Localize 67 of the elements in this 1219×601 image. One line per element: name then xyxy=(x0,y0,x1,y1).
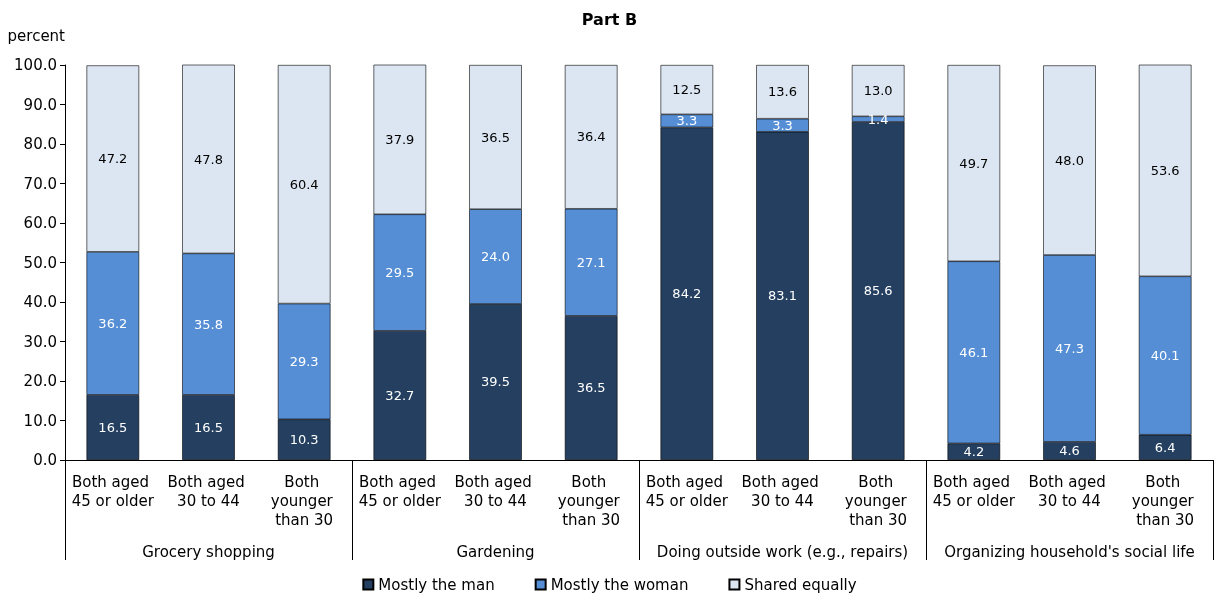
y-tick-label: 90.0 xyxy=(23,95,57,114)
legend-label: Mostly the man xyxy=(378,575,495,594)
data-label: 4.6 xyxy=(1059,443,1080,459)
x-tick-label: Both aged 30 to 44 xyxy=(454,472,537,510)
data-label: 16.5 xyxy=(98,419,128,435)
data-label: 12.5 xyxy=(672,82,702,98)
data-label: 3.3 xyxy=(772,117,793,133)
y-tick-label: 50.0 xyxy=(23,253,57,272)
text: Gardening xyxy=(456,542,535,561)
x-tick-label: Both younger than 30 xyxy=(1131,472,1199,529)
y-tick-label: 10.0 xyxy=(23,411,57,430)
data-label: 29.3 xyxy=(289,353,319,369)
data-label: 48.0 xyxy=(1055,152,1084,168)
y-tick-label: 30.0 xyxy=(23,332,57,351)
x-tick-label: Both aged 45 or older xyxy=(932,472,1016,510)
data-label: 36.4 xyxy=(576,129,606,145)
data-label: 39.5 xyxy=(481,374,510,390)
y-tick-label: 0.0 xyxy=(33,451,57,469)
data-label: 10.3 xyxy=(289,432,319,448)
data-label: 36.5 xyxy=(576,380,606,396)
data-label: 27.1 xyxy=(576,254,606,270)
data-label: 37.9 xyxy=(385,132,415,148)
legend-label: Mostly the woman xyxy=(550,575,689,594)
data-label: 36.2 xyxy=(98,315,128,331)
y-tick-label: 40.0 xyxy=(23,293,57,311)
y-tick-label: 100.0 xyxy=(14,56,57,74)
data-label: 3.3 xyxy=(676,113,698,129)
chart-title: Part B xyxy=(581,9,638,29)
data-label: 16.5 xyxy=(194,419,223,435)
y-tick-label: 70.0 xyxy=(23,174,57,193)
data-label: 36.5 xyxy=(481,129,510,145)
x-tick-label: Both aged 30 to 44 xyxy=(1028,472,1111,510)
data-label: 60.4 xyxy=(289,176,319,192)
data-label: 85.6 xyxy=(863,283,893,299)
data-label: 53.6 xyxy=(1150,163,1180,179)
text: Doing outside work (e.g., repairs) xyxy=(656,542,909,561)
text: Organizing household's social life xyxy=(944,542,1195,561)
data-label: 6.4 xyxy=(1154,439,1176,455)
y-tick-label: 20.0 xyxy=(23,372,57,390)
data-label: 29.5 xyxy=(385,265,415,281)
x-tick-label: Both younger than 30 xyxy=(844,472,912,529)
data-label: 32.7 xyxy=(385,387,415,403)
y-tick-label: 80.0 xyxy=(23,135,57,153)
data-label: 47.3 xyxy=(1055,340,1084,356)
text: Grocery shopping xyxy=(142,542,275,561)
data-label: 13.0 xyxy=(863,83,893,99)
data-label: 46.1 xyxy=(959,344,989,360)
x-tick-label: Both younger than 30 xyxy=(270,472,338,529)
data-label: 83.1 xyxy=(768,288,797,304)
data-label: 35.8 xyxy=(194,316,223,332)
x-tick-label: Both aged 30 to 44 xyxy=(741,472,824,510)
data-label: 13.6 xyxy=(768,84,797,100)
x-tick-label: Both aged 45 or older xyxy=(71,472,155,510)
data-label: 47.8 xyxy=(194,151,223,167)
legend-label: Shared equally xyxy=(744,575,857,594)
x-tick-label: Both aged 30 to 44 xyxy=(167,472,250,510)
y-tick-label: 60.0 xyxy=(23,214,57,232)
data-label: 49.7 xyxy=(959,155,989,171)
data-label: 24.0 xyxy=(481,249,510,265)
y-axis-title: percent xyxy=(7,26,66,45)
x-tick-label: Both younger than 30 xyxy=(557,472,625,529)
data-label: 40.1 xyxy=(1150,348,1180,364)
data-label: 84.2 xyxy=(672,286,702,302)
x-tick-label: Both aged 45 or older xyxy=(358,472,442,510)
data-label: 47.2 xyxy=(98,151,128,167)
data-label: 4.2 xyxy=(963,444,985,460)
x-tick-label: Both aged 45 or older xyxy=(645,472,729,510)
